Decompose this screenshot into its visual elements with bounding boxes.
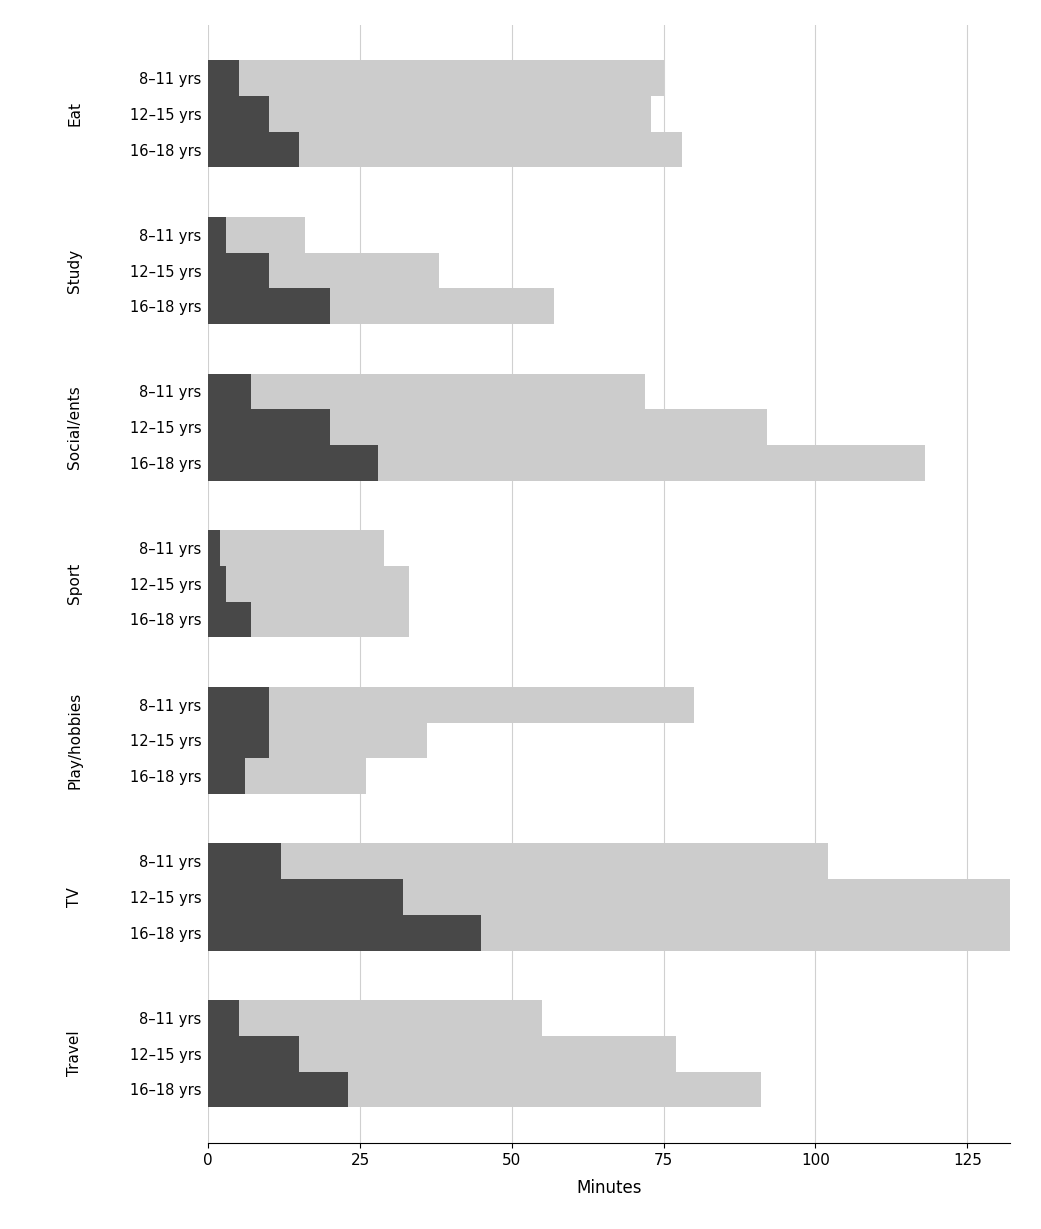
- Bar: [227, 565, 408, 602]
- Bar: [238, 1000, 542, 1036]
- Bar: [348, 1072, 761, 1107]
- Bar: [208, 96, 269, 132]
- Bar: [208, 843, 281, 879]
- Bar: [245, 758, 366, 794]
- Bar: [378, 445, 924, 481]
- Bar: [208, 758, 245, 794]
- Bar: [269, 723, 427, 758]
- Bar: [208, 723, 269, 758]
- Text: Social/ents: Social/ents: [67, 385, 82, 469]
- Bar: [269, 687, 694, 723]
- Bar: [208, 1000, 238, 1036]
- Bar: [208, 374, 251, 409]
- Bar: [208, 218, 227, 253]
- Bar: [208, 687, 269, 723]
- Bar: [208, 602, 251, 638]
- Bar: [208, 1072, 348, 1107]
- Bar: [208, 445, 378, 481]
- Bar: [481, 914, 1041, 950]
- Text: TV: TV: [67, 887, 82, 907]
- Bar: [251, 374, 645, 409]
- Text: Study: Study: [67, 248, 82, 293]
- Text: Play/hobbies: Play/hobbies: [67, 692, 82, 789]
- Bar: [281, 843, 828, 879]
- Text: Sport: Sport: [67, 563, 82, 605]
- Bar: [238, 60, 664, 96]
- Bar: [208, 914, 481, 950]
- Bar: [300, 1036, 676, 1072]
- Bar: [208, 565, 227, 602]
- Bar: [208, 1036, 300, 1072]
- Text: Eat: Eat: [67, 101, 82, 127]
- Bar: [208, 289, 330, 324]
- Text: Travel: Travel: [67, 1031, 82, 1077]
- X-axis label: Minutes: Minutes: [577, 1179, 641, 1197]
- Bar: [208, 60, 238, 96]
- Bar: [221, 530, 384, 565]
- Bar: [403, 879, 1041, 914]
- Bar: [208, 132, 300, 167]
- Bar: [269, 253, 439, 289]
- Bar: [251, 602, 408, 638]
- Bar: [300, 132, 682, 167]
- Bar: [269, 96, 652, 132]
- Bar: [330, 289, 554, 324]
- Bar: [227, 218, 305, 253]
- Bar: [208, 879, 403, 914]
- Bar: [330, 409, 767, 445]
- Bar: [208, 409, 330, 445]
- Bar: [208, 253, 269, 289]
- Bar: [208, 530, 221, 565]
